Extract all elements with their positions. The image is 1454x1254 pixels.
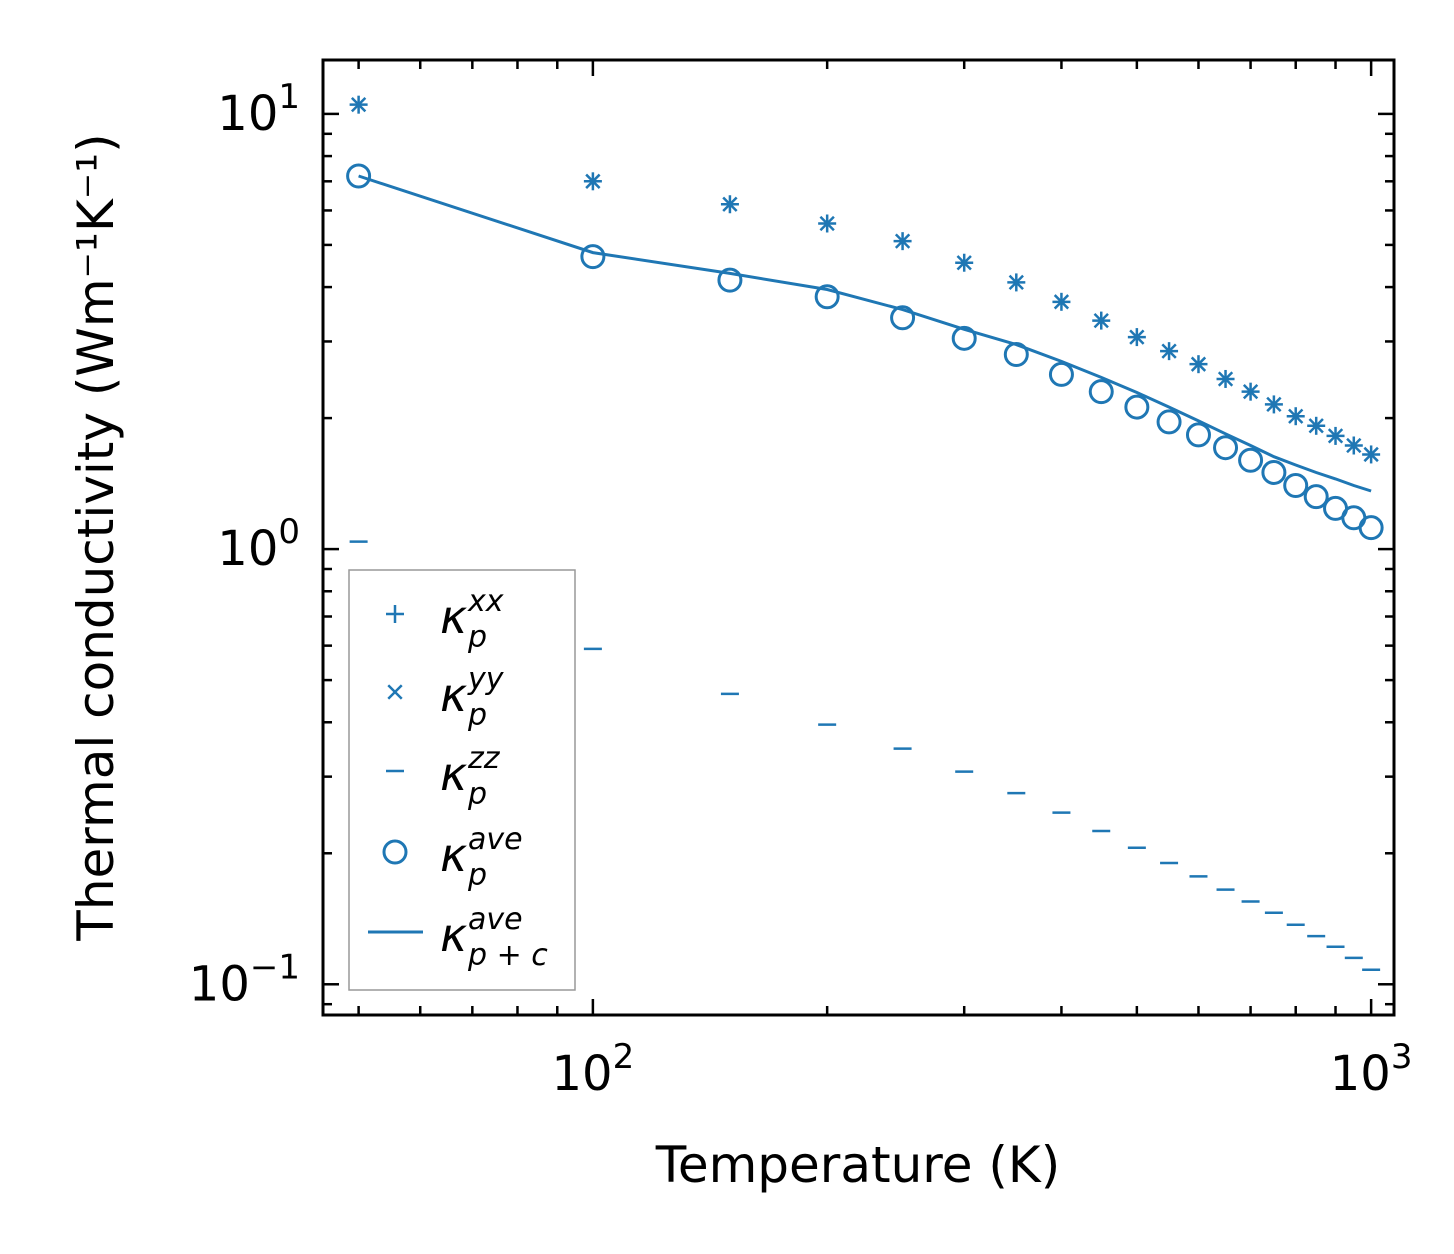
data-point-kp_yy <box>1266 396 1282 413</box>
data-point-kp_yy <box>1217 371 1234 387</box>
data-point-kp_ave <box>814 284 840 310</box>
data-point-kp_ave <box>580 244 606 270</box>
legend-label-base: κ <box>440 828 467 882</box>
legend-label-sup: yy <box>467 662 505 697</box>
legend-item-kp_xx: κ xxp <box>386 584 504 655</box>
legend-label-base: κ <box>440 590 467 644</box>
y-tick-label: 100 <box>217 512 300 577</box>
legend-label-sub: p <box>467 698 487 733</box>
data-point-kp_yy <box>585 173 601 189</box>
plot-frame <box>321 58 1396 1017</box>
y-tick-label: 101 <box>217 77 300 142</box>
y-axis-label: Thermal conductivity (Wm⁻¹K⁻¹) <box>67 133 125 941</box>
legend-item-kp_zz: κ zzp <box>386 741 501 812</box>
data-point-kp_yy <box>1093 312 1109 329</box>
data-point-kp_ave <box>1283 472 1309 498</box>
data-point-kp_yy <box>1161 343 1177 359</box>
data-point-kp_ave <box>951 325 977 351</box>
legend-box <box>348 569 576 991</box>
data-point-kp_yy <box>350 97 367 113</box>
data-point-kp_ave <box>1213 435 1239 461</box>
data-point-kp_yy <box>722 196 738 212</box>
data-point-kp_ave <box>890 305 916 331</box>
data-point-kp_ave <box>1156 409 1182 435</box>
legend-label-sub: p <box>467 858 487 893</box>
data-point-kp_ave <box>1185 422 1211 448</box>
data-point-kp_yy <box>1288 408 1304 424</box>
series-line-kpc_ave <box>358 174 1372 493</box>
x-axis-label: Temperature (K) <box>655 1136 1060 1194</box>
data-point-kp_ave <box>1238 447 1264 473</box>
legend-label-sup: ave <box>468 822 523 857</box>
data-point-kp_ave <box>1048 361 1074 387</box>
data-point-kp_ave <box>346 163 372 189</box>
data-point-kp_ave <box>1088 379 1114 405</box>
legend-label-sup: xx <box>467 584 504 619</box>
legend-item-kp_yy: κ yyp <box>387 662 505 733</box>
y-tick-label: 10−1 <box>189 947 300 1012</box>
legend-label-sub: p <box>467 777 487 812</box>
data-point-kp_yy <box>1308 418 1324 434</box>
data-point-kp_ave <box>1261 459 1287 485</box>
data-point-kp_yy <box>1242 384 1259 400</box>
legend-label-sub: p <box>467 620 487 655</box>
data-point-kp_yy <box>1129 329 1145 345</box>
legend-label-sub: p + c <box>467 938 548 973</box>
legend-label-sup: zz <box>467 741 501 776</box>
data-point-kp_ave <box>1358 515 1384 541</box>
x-tick-label: 103 <box>1330 1037 1413 1102</box>
data-point-kp_ave <box>1124 394 1150 420</box>
data-point-kp_ave <box>717 267 743 293</box>
data-point-kp_yy <box>956 255 972 271</box>
data-point-kp_yy <box>1008 274 1024 291</box>
legend-marker-kp_ave <box>382 839 408 865</box>
data-point-kp_yy <box>1190 356 1207 372</box>
legend-label-sup: ave <box>468 902 523 937</box>
data-point-kp_yy <box>819 215 835 232</box>
legend-marker-kp_yy <box>387 684 403 700</box>
data-point-kp_yy <box>1053 294 1070 310</box>
data-point-kp_yy <box>1363 446 1379 463</box>
data-point-kp_yy <box>894 233 911 249</box>
legend-label-base: κ <box>440 908 467 962</box>
legend-label-base: κ <box>440 747 467 801</box>
legend-marker-kp_xx <box>386 605 404 623</box>
data-point-kp_yy <box>1346 437 1362 454</box>
data-point-kp_yy <box>1327 428 1344 444</box>
legend-label-base: κ <box>440 668 467 722</box>
x-tick-label: 102 <box>552 1037 635 1102</box>
data-point-kp_ave <box>1303 484 1329 510</box>
